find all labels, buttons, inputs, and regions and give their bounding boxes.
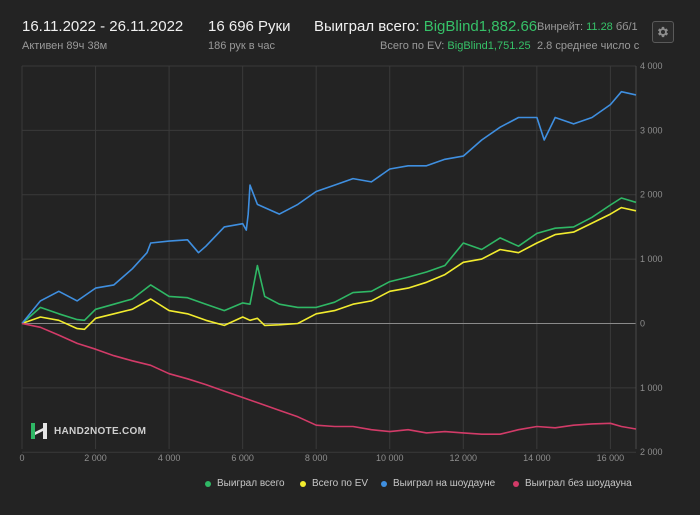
- date-range[interactable]: 16.11.2022 - 26.11.2022: [22, 18, 184, 35]
- series-line-1: [21, 206, 637, 331]
- y-tick-label: 1 000: [640, 254, 663, 264]
- legend-item-won-total[interactable]: Выиграл всего: [205, 478, 285, 489]
- winrate-label: Винрейт:: [537, 21, 584, 33]
- legend-label: Выиграл всего: [217, 478, 285, 489]
- y-tick-label: 1 000: [640, 383, 663, 393]
- won-total-label: Выиграл всего:: [314, 18, 420, 35]
- hands-count: 16 696 Руки: [208, 18, 291, 35]
- active-time: Активен 89ч 38м: [22, 40, 108, 52]
- x-tick-label: 10 000: [376, 453, 404, 463]
- won-total-value: BigBlind1,882.66: [423, 18, 538, 35]
- legend-dot: [513, 480, 519, 487]
- ev-label: Всего по EV:: [380, 40, 445, 52]
- legend-item-ev[interactable]: Всего по EV: [300, 478, 368, 489]
- x-tick-label: 2 000: [84, 453, 107, 463]
- x-tick-label: 12 000: [450, 453, 478, 463]
- x-tick-label: 6 000: [231, 453, 254, 463]
- legend-label: Всего по EV: [312, 478, 369, 489]
- y-tick-label: 4 000: [640, 61, 663, 71]
- hands-per-hour: 186 рук в час: [208, 40, 276, 52]
- y-tick-label: 0: [640, 318, 645, 328]
- legend-label: Выиграл на шоудауне: [393, 478, 496, 489]
- chart-series: [21, 90, 637, 436]
- x-tick-label: 16 000: [597, 453, 625, 463]
- x-tick-label: 0: [19, 453, 24, 463]
- legend-item-showdown[interactable]: Выиграл на шоудауне: [381, 478, 495, 489]
- x-tick-label: 8 000: [305, 453, 328, 463]
- legend-label: Выиграл без шоудауна: [525, 478, 632, 489]
- logo-text: HAND2NOTE.COM: [54, 425, 147, 437]
- legend-dot: [381, 480, 387, 487]
- ev-value: BigBlind1,751.25: [447, 40, 531, 52]
- hand2note-logo: HAND2NOTE.COM: [30, 422, 146, 440]
- stats-header: 16.11.2022 - 26.11.2022 Активен 89ч 38м …: [0, 0, 700, 58]
- legend-item-non-showdown[interactable]: Выиграл без шоудауна: [513, 478, 632, 489]
- y-tick-label: 2 000: [640, 190, 663, 200]
- series-line-2: [21, 90, 637, 325]
- won-total: Выиграл всего: BigBlind1,882.66: [314, 18, 537, 35]
- ev-total: Всего по EV: BigBlind1,751.25: [380, 40, 531, 52]
- y-axis-ticks: 4 000 3 000 2 000 1 000 0 1 000 2 000: [640, 61, 663, 457]
- chart-legend: Выиграл всего Всего по EV Выиграл на шоу…: [0, 478, 700, 492]
- winrate: Винрейт: 11.28 бб/1: [537, 21, 638, 33]
- x-tick-label: 14 000: [523, 453, 551, 463]
- hand2note-logo-icon: [31, 423, 47, 439]
- y-tick-label: 3 000: [640, 125, 663, 135]
- legend-dot: [300, 480, 306, 487]
- winrate-value: 11.28: [586, 21, 613, 33]
- winrate-unit: бб/1: [615, 21, 638, 33]
- avg-text: 2.8 среднее число с: [537, 40, 640, 52]
- gear-icon: [657, 26, 669, 38]
- series-line-3: [21, 322, 637, 436]
- x-tick-label: 4 000: [158, 453, 181, 463]
- legend-dot: [205, 480, 211, 487]
- y-tick-label: 2 000: [640, 447, 663, 457]
- series-line-0: [21, 197, 637, 325]
- x-axis-ticks: 0 2 000 4 000 6 000 8 000 10 000 12 000 14 000 1…: [19, 453, 624, 463]
- settings-button[interactable]: [652, 21, 674, 43]
- chart-grid: [21, 65, 637, 453]
